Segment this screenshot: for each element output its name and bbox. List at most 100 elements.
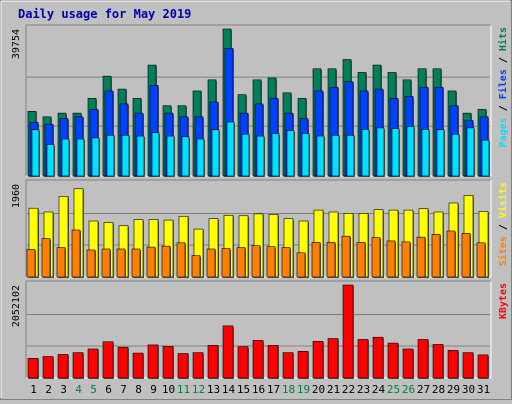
bar-pages [376,127,385,177]
bar-pages [436,129,445,177]
bar-kbytes [132,352,144,379]
bar-sites [431,233,441,278]
bar-kbytes [447,350,459,379]
bar-kbytes [402,348,414,379]
bar-pages [136,135,145,177]
x-tick-label: 25 [387,383,400,396]
bar-sites [476,242,486,278]
bar-sites [296,252,306,278]
x-tick-label: 28 [432,383,445,396]
bar-pages [406,126,415,177]
bar-pages [301,133,310,177]
y-max-label: 1960 [11,184,22,208]
bar-kbytes [102,341,114,379]
bar-kbytes [267,345,279,379]
bar-sites [161,245,171,278]
bar-kbytes [192,352,204,379]
x-tick-label: 26 [402,383,415,396]
bar-kbytes [387,342,399,379]
bar-kbytes [312,340,324,379]
legend-item-pages: Pages [498,117,509,147]
bar-pages [391,128,400,177]
bar-sites [341,235,351,278]
bar-sites [326,242,336,278]
legend-separator: / [498,51,509,69]
bar-pages [361,129,370,177]
bar-pages [46,144,55,177]
x-tick-label: 27 [417,383,430,396]
bar-pages [316,135,325,177]
bar-kbytes [207,345,219,379]
bar-kbytes [432,344,444,379]
x-tick-label: 7 [120,383,127,396]
bar-pages [196,138,205,177]
legend-item-visits: Visits [497,182,509,218]
bar-kbytes [162,345,174,379]
x-tick-label: 15 [237,383,250,396]
bar-sites [251,245,261,278]
legend-item-files: Files [497,69,509,99]
chart-title: Daily usage for May 2019 [18,7,192,21]
bar-pages [481,139,490,177]
bar-pages [346,135,355,177]
bar-pages [226,121,235,177]
x-tick-label: 16 [252,383,265,396]
bar-sites [41,238,51,278]
legend-separator: / [498,218,509,236]
bar-sites [401,241,411,278]
bar-pages [331,135,340,177]
bar-kbytes [27,358,39,379]
bar-pages [76,138,85,177]
bar-kbytes [282,352,294,379]
bar-kbytes [222,325,234,379]
bar-kbytes [117,346,129,379]
legend-item-kbytes: KBytes [498,283,509,319]
bar-pages [106,135,115,177]
bar-sites [311,242,321,278]
x-tick-label: 24 [372,383,386,396]
x-tick-label: 29 [447,383,460,396]
bar-pages [211,129,220,177]
x-tick-label: 31 [477,383,490,396]
x-tick-label: 12 [192,383,205,396]
bar-sites [461,233,471,278]
bar-pages [466,127,475,177]
bar-sites [236,247,246,278]
bar-kbytes [462,352,474,379]
x-tick-label: 22 [342,383,355,396]
bar-pages [61,138,70,177]
x-tick-label: 9 [150,383,157,396]
x-tick-label: 4 [75,383,82,396]
y-max-label: 39754 [11,29,22,59]
x-tick-label: 3 [60,383,67,396]
x-tick-label: 21 [327,383,340,396]
bar-kbytes [57,354,69,379]
bar-kbytes [237,346,249,379]
bar-pages [421,129,430,177]
x-tick-label: 30 [462,383,475,396]
bar-pages [181,136,190,177]
bar-pages [271,133,280,177]
bar-kbytes [357,339,369,379]
bar-pages [31,129,40,177]
bar-sites [176,242,186,278]
bar-sites [386,240,396,278]
x-tick-label: 19 [297,383,310,396]
x-tick-label: 17 [267,383,280,396]
bar-sites [86,249,96,278]
bar-sites [191,255,201,278]
bar-pages [241,133,250,177]
bar-sites [56,247,66,278]
x-tick-label: 11 [177,383,190,396]
x-tick-label: 6 [105,383,112,396]
bar-pages [451,133,460,177]
bar-kbytes [147,344,159,379]
bar-kbytes [297,350,309,379]
x-tick-label: 20 [312,383,325,396]
legend-hits-files-pages: Pages / Files / Hits [497,27,509,147]
bar-kbytes [372,336,384,379]
legend-separator: / [498,99,509,117]
bar-sites [71,229,81,278]
